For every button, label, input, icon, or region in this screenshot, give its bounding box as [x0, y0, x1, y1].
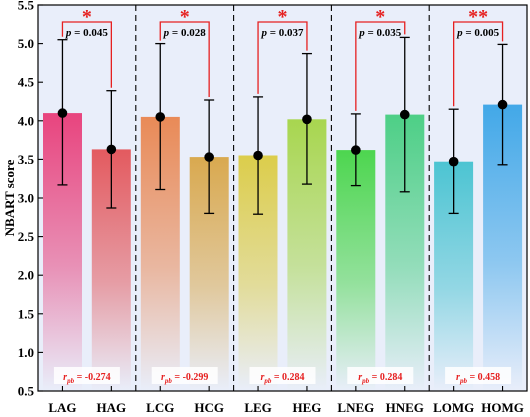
significance-bracket [355, 21, 406, 111]
y-tick-label: 2.0 [18, 268, 34, 283]
mean-point-hneg [399, 109, 410, 120]
mean-point-lneg [351, 145, 361, 155]
error-bars-layer [57, 36, 508, 215]
y-tick-label: 2.5 [18, 229, 35, 244]
x-tick-label-lneg: LNEG [337, 400, 374, 415]
mean-point-lag [57, 108, 68, 118]
x-tick-label-heg: HEG [292, 400, 321, 415]
bars-layer [43, 104, 523, 392]
x-tick-label-hneg: HNEG [386, 400, 424, 415]
significance-group-4: *p = 0.035 [355, 6, 406, 111]
y-tick-label: 4.5 [18, 75, 35, 90]
mean-point-hag [106, 144, 117, 155]
y-tick-label: 5.0 [18, 36, 34, 51]
rpb-label: rpb = -0.274 [53, 367, 120, 385]
y-tick-label: 5.5 [18, 0, 35, 13]
rpb-label: rpb = 0.284 [347, 367, 414, 385]
mean-point-lomg [448, 156, 459, 167]
mean-point-hcg [204, 152, 214, 162]
significance-group-2: *p = 0.028 [159, 6, 210, 97]
p-value-label: p = 0.005 [456, 27, 500, 39]
x-tick-label-homg: HOMG [481, 400, 524, 415]
group-dividers [135, 5, 430, 391]
x-axis: LAG HAG LCG HCG LEG HEG LNEG HNEG LOMG HOMG [48, 386, 524, 415]
significance-stars: * [278, 6, 288, 28]
mean-point-leg [253, 150, 263, 161]
y-axis-label: NBART score [2, 159, 17, 236]
x-tick-label-hag: HAG [97, 400, 127, 415]
significance-bracket [61, 21, 112, 88]
svg-text:rpb = -0.274: rpb = -0.274 [63, 372, 110, 385]
significance-stars: * [375, 6, 385, 28]
significance-stars: * [82, 6, 92, 28]
rpb-label: rpb = 0.284 [249, 367, 316, 385]
y-tick-label: 4.0 [18, 113, 34, 128]
significance-group-5: **p = 0.005 [452, 6, 504, 107]
x-tick-label-leg: LEG [244, 400, 271, 415]
x-tick-label-lag: LAG [48, 400, 76, 415]
svg-text:rpb = 0.284: rpb = 0.284 [260, 372, 304, 385]
rpb-label: rpb = -0.299 [151, 367, 218, 385]
svg-text:rpb = 0.284: rpb = 0.284 [358, 372, 402, 385]
significance-bracket [452, 21, 504, 107]
y-tick-label: 0.5 [18, 384, 35, 399]
mean-point-lcg [155, 112, 166, 122]
x-tick-label-lcg: LCG [146, 400, 174, 415]
significance-group-3: *p = 0.037 [257, 6, 308, 94]
y-tick-label: 3.0 [18, 191, 34, 206]
x-tick-label-hcg: HCG [194, 400, 224, 415]
y-tick-label: 3.5 [18, 152, 35, 167]
mean-point-homg [497, 99, 508, 110]
mean-point-heg [302, 114, 312, 125]
y-axis: 0.5 1.0 1.5 2.0 2.5 3.0 3.5 4.0 4.5 5.0 5.5 [18, 0, 43, 399]
p-value-label: p = 0.035 [358, 27, 402, 39]
y-tick-label: 1.0 [18, 345, 34, 360]
y-tick-label: 1.5 [18, 306, 35, 321]
p-value-label: p = 0.037 [260, 27, 304, 39]
svg-text:rpb = 0.458: rpb = 0.458 [456, 372, 500, 385]
significance-bracket [159, 21, 210, 97]
bar-lneg [336, 150, 376, 391]
significance-stars: * [180, 6, 190, 28]
p-value-label: p = 0.028 [163, 27, 207, 39]
rpb-label: rpb = 0.458 [445, 367, 512, 385]
significance-group-1: *p = 0.045 [61, 6, 112, 88]
p-value-label: p = 0.045 [65, 27, 109, 39]
significance-stars: ** [468, 6, 488, 28]
x-tick-label-lomg: LOMG [433, 400, 474, 415]
svg-text:rpb = -0.299: rpb = -0.299 [161, 372, 208, 385]
significance-bracket [257, 21, 308, 94]
